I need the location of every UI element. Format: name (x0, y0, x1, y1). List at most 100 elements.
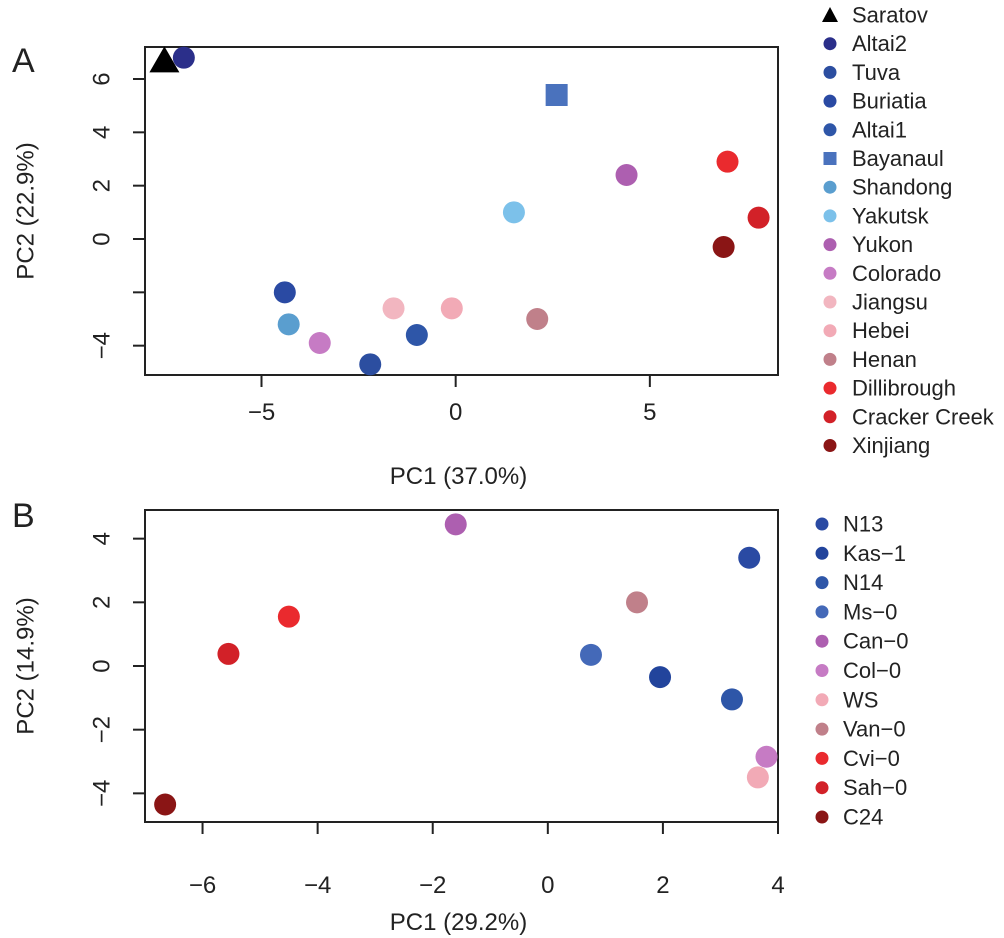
legend-label-cvi-0: Cvi−0 (843, 746, 900, 771)
legend-label-buriatia: Buriatia (852, 89, 927, 114)
panel-letter: A (12, 42, 35, 80)
legend-marker-tuva (823, 65, 837, 79)
legend-label-kas-1: Kas−1 (843, 541, 906, 566)
plot-frame (144, 509, 779, 823)
point-ws (746, 766, 769, 789)
point-saratov (149, 46, 180, 73)
panel-a: A −5 0 5 PC1 (37.0%) −4 0 2 4 6 PC2 (22.9%) Saratov… (12, 3, 995, 491)
point-colorado (308, 332, 331, 354)
x-tick-label: 4 (771, 872, 784, 899)
x-axis-label: PC1 (29.2%) (390, 909, 527, 936)
point-xinjiang (712, 236, 735, 258)
panel-b: B −6 −4 −2 0 2 4 PC1 (29.2%) −4 −2 0 2 4 PC2 (14.9%) N… (12, 497, 908, 936)
point-bayanaul (545, 84, 568, 106)
point-altai1 (405, 324, 428, 346)
legend-label-n13: N13 (843, 512, 883, 537)
plot-frame (144, 46, 779, 376)
y-tick-label: −4 (89, 780, 116, 807)
legend-marker-kas-1 (815, 546, 829, 560)
y-tick-label: 4 (89, 532, 116, 545)
legend-marker-saratov (822, 7, 838, 22)
legend-marker-n13 (815, 517, 829, 531)
point-yukon (615, 164, 638, 186)
legend-marker-altai1 (823, 123, 837, 137)
legend-label-tuva: Tuva (852, 60, 901, 85)
legend-label-xinjiang: Xinjiang (852, 433, 930, 458)
x-tick-label: −4 (304, 872, 331, 899)
legend-label-c24: C24 (843, 805, 883, 830)
x-tick-label: 0 (449, 399, 462, 426)
point-n14 (720, 688, 743, 711)
point-shandong (277, 313, 300, 336)
legend-label-hebei: Hebei (852, 318, 909, 343)
legend-marker-sah-0 (815, 781, 829, 795)
legend-marker-yukon (823, 238, 837, 252)
legend-label-henan: Henan (852, 347, 917, 372)
legend-label-jiangsu: Jiangsu (852, 290, 928, 315)
legend-marker-cracker-creek (823, 410, 837, 424)
point-ms-0 (579, 643, 602, 666)
point-yakutsk (502, 201, 525, 224)
point-col-0 (755, 745, 778, 768)
point-tuva (359, 353, 382, 376)
legend-label-cracker-creek: Cracker Creek (852, 404, 995, 429)
legend-label-sah-0: Sah−0 (843, 775, 907, 800)
legend-marker-c24 (815, 810, 829, 824)
legend-label-n14: N14 (843, 570, 883, 595)
point-n13 (738, 546, 761, 569)
legend-marker-jiangsu (823, 295, 837, 309)
legend-label-altai1: Altai1 (852, 117, 907, 142)
legend-marker-buriatia (823, 94, 837, 108)
legend-label-ms-0: Ms−0 (843, 599, 897, 624)
point-van-0 (626, 591, 649, 614)
legend-marker-dillibrough (823, 381, 837, 395)
point-c24 (154, 793, 177, 816)
y-axis-label: PC2 (14.9%) (13, 597, 40, 734)
legend-marker-xinjiang (823, 439, 837, 452)
point-can-0 (444, 513, 467, 536)
legend-label-yakutsk: Yakutsk (852, 203, 930, 228)
point-henan (526, 308, 549, 330)
y-tick-label: 6 (89, 72, 116, 85)
legend: N13 Kas−1 N14 Ms−0 Can−0 Col−0 WS Van−0 Cvi−0 Sah… (815, 512, 908, 830)
legend-label-altai2: Altai2 (852, 31, 907, 56)
legend-marker-can-0 (815, 634, 829, 648)
legend-marker-shandong (823, 180, 837, 194)
point-cracker-creek (747, 206, 770, 229)
x-tick-label: −5 (248, 399, 275, 426)
legend-label-can-0: Can−0 (843, 629, 908, 654)
legend-marker-ms-0 (815, 605, 829, 619)
legend-label-dillibrough: Dillibrough (852, 376, 956, 401)
legend-marker-altai2 (823, 37, 837, 51)
legend-label-van-0: Van−0 (843, 717, 906, 742)
y-axis-label: PC2 (22.9%) (13, 142, 40, 279)
y-tick-label: −2 (89, 716, 116, 743)
y-tick-label: 0 (89, 232, 116, 245)
legend-marker-ws (815, 693, 829, 707)
x-tick-label: 5 (643, 399, 656, 426)
legend-marker-bayanaul (823, 152, 837, 165)
point-altai2 (172, 46, 195, 69)
legend-label-shandong: Shandong (852, 175, 952, 200)
point-jiangsu (382, 297, 405, 320)
point-buriatia (273, 281, 296, 304)
legend-marker-hebei (823, 324, 837, 338)
legend-label-ws: WS (843, 687, 878, 712)
y-tick-label: −4 (89, 332, 116, 359)
legend-label-bayanaul: Bayanaul (852, 146, 944, 171)
legend: Saratov Altai2 Tuva Buriatia Altai1 Bayanaul S… (822, 3, 995, 458)
x-tick-label: 2 (656, 872, 669, 899)
legend-marker-henan (823, 352, 837, 366)
y-tick-label: 2 (89, 179, 116, 192)
point-hebei (440, 297, 463, 320)
x-tick-label: 0 (541, 872, 554, 899)
legend-marker-n14 (815, 576, 829, 590)
x-tick-label: −2 (419, 872, 446, 899)
legend-marker-col-0 (815, 664, 829, 677)
legend-marker-yakutsk (823, 209, 837, 223)
point-cvi-0 (277, 605, 300, 628)
legend-label-colorado: Colorado (852, 261, 941, 286)
point-sah-0 (217, 642, 240, 665)
